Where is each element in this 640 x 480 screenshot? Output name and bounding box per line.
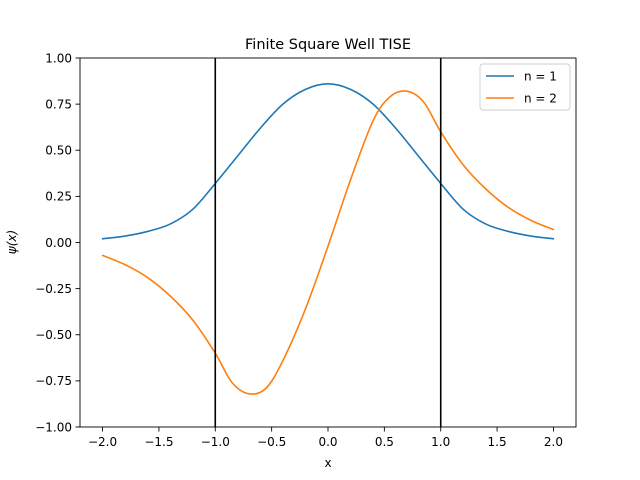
legend-label-1: n = 1 [524,69,557,83]
axis-ticks: −2.0 −1.5 −1.0 −0.5 0.0 0.5 1.0 1.5 2.0 −1.00 −0.7… [35,51,563,449]
x-tick-label: 2.0 [544,435,563,449]
x-tick-label: 1.0 [431,435,450,449]
y-tick-label: −0.25 [35,282,72,296]
y-tick-label: −1.00 [35,420,72,434]
x-tick-label: 0.5 [375,435,394,449]
legend-label-2: n = 2 [524,91,557,105]
x-tick-label: 1.5 [488,435,507,449]
y-tick-label: 0.00 [45,236,72,250]
axes-spines [79,57,577,428]
x-tick-label: −1.5 [144,435,173,449]
y-tick-label: 0.25 [45,190,72,204]
chart-title: Finite Square Well TISE [245,37,411,53]
plot-area [101,58,555,427]
y-tick-label: −0.75 [35,374,72,388]
series-lines [101,83,555,395]
x-axis-label: x [324,456,331,470]
x-tick-label: −2.0 [88,435,117,449]
y-tick-label: −0.50 [35,328,72,342]
series-line-1 [101,83,555,240]
y-tick-label: 0.75 [45,97,72,111]
y-axis-label: ψ(x) [5,230,19,254]
x-tick-label: −0.5 [257,435,286,449]
y-tick-label: 1.00 [45,51,72,65]
legend: n = 1 n = 2 [479,63,571,111]
x-tick-label: 0.0 [318,435,337,449]
x-tick-label: −1.0 [201,435,230,449]
y-tick-label: 0.50 [45,144,72,158]
series-line-2 [101,90,555,395]
axes-frame [79,57,577,428]
